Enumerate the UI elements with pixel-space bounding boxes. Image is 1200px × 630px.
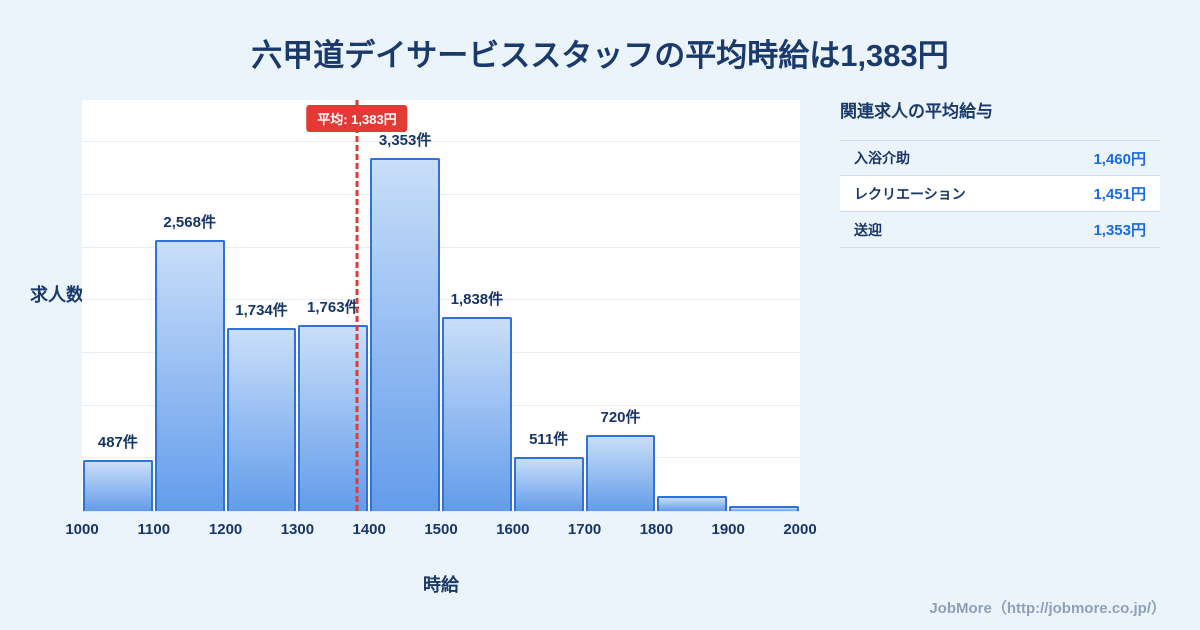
plot-area: 487件 2,568件 1,734件 1,763件 3,353件 1,838件 511件 72…	[82, 100, 800, 512]
mean-line	[355, 100, 359, 511]
gridline	[82, 246, 800, 248]
bar-1200-1300	[226, 328, 297, 511]
bar-value-label: 720件	[600, 409, 641, 427]
x-tick-label: 1000	[65, 521, 99, 538]
x-tick-label: 1400	[352, 521, 386, 538]
bar-1400-1500	[370, 157, 440, 511]
footer-credit: JobMore（http://jobmore.co.jp/）	[929, 600, 1166, 617]
gridline	[82, 141, 800, 143]
panel-row-value: 1,451円	[1093, 186, 1146, 203]
x-tick-label: 1900	[711, 521, 745, 538]
bar-1500-1600	[442, 317, 512, 511]
bar-value-label: 511件	[529, 431, 569, 449]
bar-1000-1100	[83, 459, 153, 511]
y-axis-label: 求人数	[30, 285, 84, 305]
x-tick-label: 1800	[639, 521, 674, 538]
x-tick-label: 1100	[137, 521, 171, 538]
gridline	[82, 404, 800, 406]
bar-value-label: 2,568件	[163, 214, 216, 232]
bar-1700-1800	[585, 435, 656, 511]
bar-value-label: 1,734件	[235, 302, 288, 320]
panel-row-label: 入浴介助	[854, 150, 910, 166]
x-tick-label: 1200	[208, 521, 243, 538]
related-jobs-panel: 関連求人の平均給与 入浴介助 1,460円レクリエーション 1,451円送迎 1,35…	[840, 97, 1160, 248]
panel-row: 入浴介助 1,460円	[840, 140, 1160, 176]
bar-value-label: 1,838件	[450, 291, 504, 309]
x-axis-label: 時給	[423, 575, 459, 595]
related-jobs-panel-title: 関連求人の平均給与	[840, 102, 993, 121]
x-tick-label: 2000	[783, 521, 817, 538]
gridline	[82, 193, 800, 195]
panel-row: 送迎 1,353円	[840, 212, 1160, 248]
panel-row-label: レクリエーション	[854, 185, 966, 202]
panel-row-value: 1,353円	[1093, 222, 1146, 239]
x-tick-label: 1300	[280, 521, 315, 538]
bar-value-label: 487件	[97, 433, 138, 451]
x-tick-label: 1700	[567, 521, 602, 538]
bar-1900-2000	[729, 506, 799, 511]
gridline	[82, 457, 800, 459]
x-tick-label: 1500	[424, 521, 458, 538]
page-title: 六甲道デイサービススタッフの平均時給は1,383円	[251, 38, 949, 73]
bar-1600-1700	[513, 457, 584, 511]
bar-value-label: 1,763件	[307, 299, 360, 317]
x-axis-ticks: 1000 1100 1200 1300 1400 1500 1600 1700 1800 1900…	[65, 521, 816, 543]
bar-1800-1900	[657, 496, 728, 511]
related-jobs-table: 入浴介助 1,460円レクリエーション 1,451円送迎 1,353円	[840, 140, 1160, 248]
x-tick-label: 1600	[496, 521, 530, 538]
gridline	[82, 351, 800, 353]
panel-row-label: 送迎	[854, 221, 882, 238]
bar-1100-1200	[154, 240, 225, 511]
mean-value-badge: 平均: 1,383円	[306, 105, 408, 132]
gridline	[82, 299, 800, 301]
panel-row: レクリエーション 1,451円	[840, 176, 1160, 212]
panel-row-value: 1,460円	[1093, 150, 1146, 168]
bar-value-label: 3,353件	[378, 131, 432, 149]
